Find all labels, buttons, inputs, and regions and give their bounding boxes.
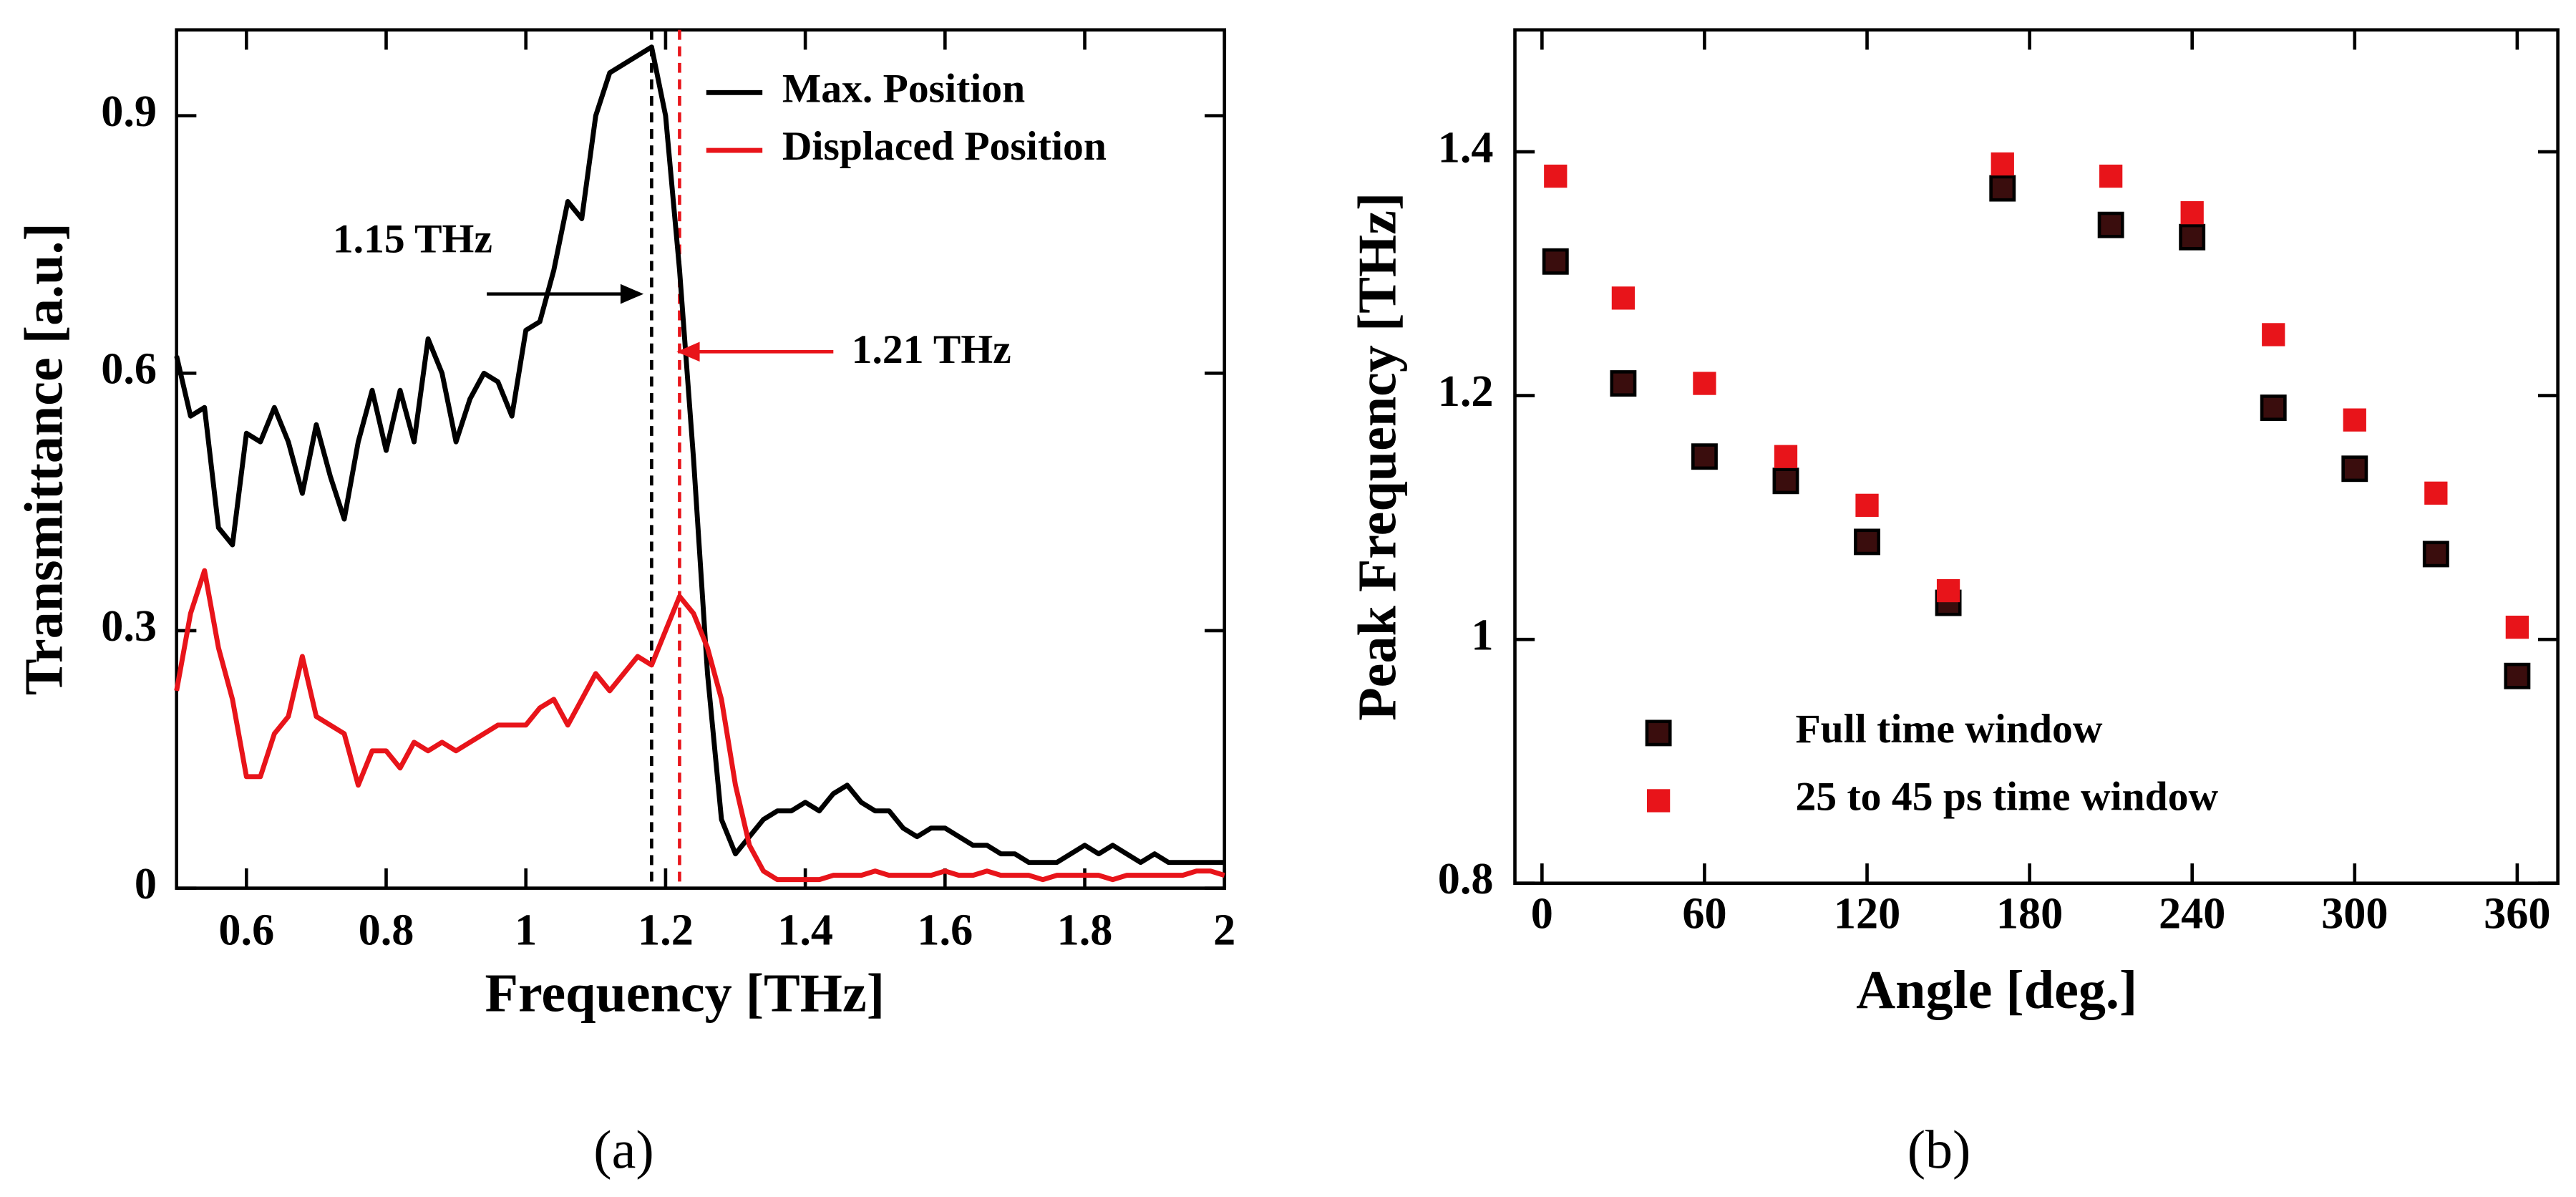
- y-tick-label: 0.9: [101, 87, 157, 136]
- x-tick-label: 60: [1682, 889, 1726, 938]
- data-point: [2180, 201, 2204, 225]
- data-line: [174, 44, 1225, 866]
- y-tick-label: 0.8: [1438, 855, 1494, 903]
- y-tick-label: 0: [135, 860, 157, 908]
- arrow-head: [676, 341, 700, 362]
- data-point: [2504, 662, 2531, 689]
- x-tick-label: 180: [1996, 889, 2063, 938]
- x-tick-label: 1.6: [917, 906, 973, 954]
- data-point: [2505, 615, 2529, 639]
- chart: 0.6 0.8 1 1.2 1.4 1.6 1.8 2 0 0.3 0.6 0.9 Frequency …: [14, 28, 1235, 1181]
- legend-swatch: [1646, 789, 1671, 813]
- data-point: [1855, 493, 1879, 517]
- x-tick-label: 1.2: [638, 906, 694, 954]
- data-point: [2099, 164, 2123, 188]
- x-tick-label: 240: [2159, 889, 2225, 938]
- x-tick-label: 1: [515, 906, 537, 954]
- data-point: [1693, 372, 1716, 395]
- y-tick-label: 0.3: [101, 602, 157, 651]
- data-point: [1854, 528, 1880, 556]
- legend-swatch: [1645, 719, 1672, 747]
- y-tick-label: 1: [1471, 611, 1493, 659]
- data-point: [1772, 467, 1799, 495]
- arrow-head: [620, 284, 644, 304]
- plot-frame: [175, 28, 1227, 890]
- x-tick-label: 2: [1213, 906, 1235, 954]
- data-point: [2341, 455, 2368, 483]
- x-tick-label: 1.8: [1057, 906, 1113, 954]
- x-axis-label: Angle [deg.]: [1856, 960, 2137, 1020]
- data-line: [174, 568, 1225, 883]
- y-tick-label: 1.4: [1438, 123, 1494, 172]
- data-point: [2262, 323, 2285, 346]
- data-point: [1544, 164, 1568, 188]
- data-point: [1611, 286, 1635, 310]
- caption: (a): [593, 1120, 653, 1181]
- annotation: 1.21 THz: [852, 327, 1011, 372]
- chart: 0 60 120 180 240 300 360 0.8 1 1.2 1.4 Angle [deg.]…: [1348, 28, 2560, 1181]
- data-point: [2179, 223, 2206, 251]
- annotation: 1.15 THz: [333, 216, 492, 261]
- data-point: [1610, 370, 1637, 397]
- data-point: [1936, 578, 1960, 603]
- x-tick-label: 0: [1531, 889, 1553, 938]
- x-tick-label: 120: [1834, 889, 1900, 938]
- data-point: [2260, 394, 2287, 422]
- legend-label: Full time window: [1795, 707, 2102, 752]
- legend-label: Displaced Position: [782, 124, 1107, 169]
- data-point: [1691, 443, 1718, 470]
- data-point: [1542, 248, 1569, 275]
- x-axis-label: Frequency [THz]: [485, 964, 885, 1024]
- data-point: [1774, 445, 1798, 468]
- x-tick-label: 300: [2321, 889, 2388, 938]
- y-tick-label: 1.2: [1438, 367, 1494, 416]
- plot-frame: [1513, 28, 2560, 886]
- y-axis-label: Peak Frequency [THz]: [1348, 193, 1408, 721]
- data-point: [2424, 481, 2448, 505]
- data-point: [2343, 408, 2366, 432]
- y-tick-label: 0.6: [101, 345, 157, 394]
- data-point: [1991, 152, 2014, 176]
- caption: (b): [1907, 1120, 1971, 1181]
- data-point: [1989, 175, 2016, 202]
- data-point: [2422, 541, 2449, 568]
- legend-label: Max. Position: [782, 67, 1025, 112]
- x-tick-label: 0.6: [218, 906, 274, 954]
- data-point: [2097, 211, 2124, 238]
- legend-label: 25 to 45 ps time window: [1795, 775, 2218, 820]
- x-tick-label: 360: [2484, 889, 2550, 938]
- x-tick-label: 0.8: [359, 906, 414, 954]
- y-axis-label: Transmittance [a.u.]: [14, 223, 74, 695]
- x-tick-label: 1.4: [777, 906, 833, 954]
